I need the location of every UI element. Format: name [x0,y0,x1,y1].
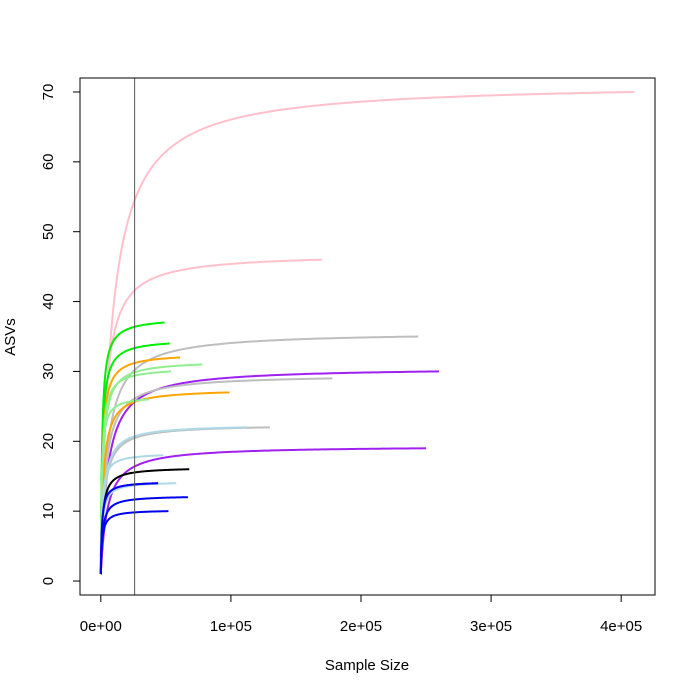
y-tick-label: 30 [40,363,57,380]
y-tick-label: 40 [40,293,57,310]
y-tick-label: 0 [40,577,57,585]
x-tick-label: 1e+05 [210,618,252,635]
y-axis: 0 10 20 30 40 50 60 70 [40,84,81,585]
y-tick-label: 60 [40,153,57,170]
x-axis-title: Sample Size [325,657,409,674]
x-tick-label: 2e+05 [340,618,382,635]
y-tick-label: 20 [40,433,57,450]
series-layer [99,90,635,575]
y-tick-label: 10 [40,503,57,520]
series-line [99,510,169,575]
y-axis-title: ASVs [2,318,19,356]
y-tick-label: 70 [40,84,57,101]
x-tick-label: 0e+00 [80,618,122,635]
y-tick-label: 50 [40,223,57,240]
x-tick-label: 3e+05 [470,618,512,635]
x-axis: 0e+00 1e+05 2e+05 3e+05 4e+05 [80,594,642,635]
x-tick-label: 4e+05 [600,618,642,635]
